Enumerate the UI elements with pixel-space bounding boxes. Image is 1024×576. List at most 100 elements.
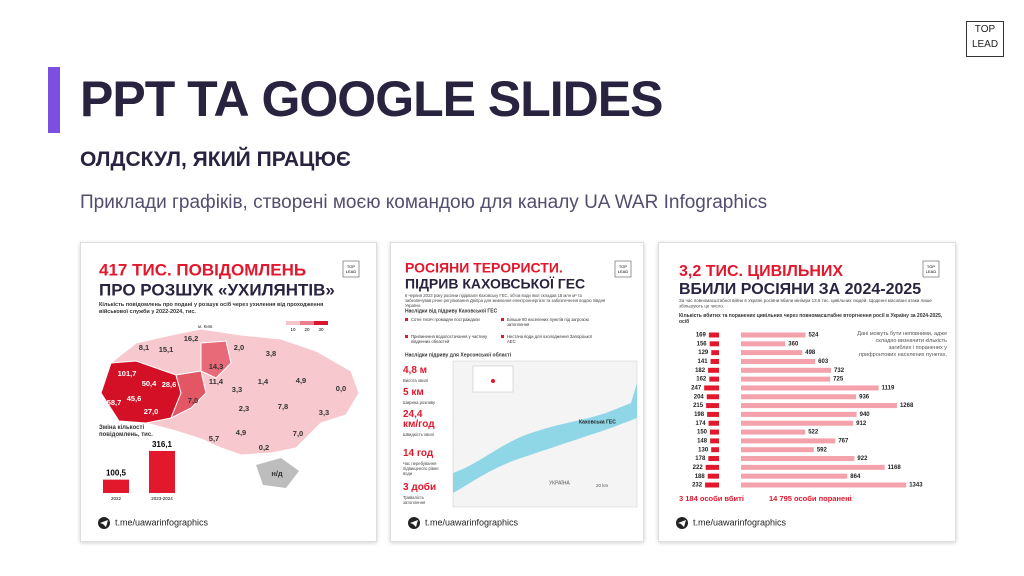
map-value: 4,9 (236, 428, 246, 437)
killed-bar (704, 385, 719, 391)
paragraph: Висота хвилі (403, 378, 428, 383)
map-value: 7,0 (293, 429, 303, 438)
killed-label: 141 (698, 359, 709, 365)
map-value: 7,0 (188, 396, 198, 405)
killed-label: 232 (692, 483, 703, 489)
wounded-label: 1119 (882, 386, 895, 392)
mini-logo-text: LEAD (346, 269, 357, 274)
killed-label: 129 (698, 350, 709, 356)
legend-swatch (286, 321, 300, 325)
bullet (405, 318, 408, 321)
card-title: ПРО РОЗШУК «УХИЛЯНТІВ» (99, 280, 335, 299)
accent-bar (48, 67, 60, 133)
wounded-bar (741, 358, 816, 364)
map-value: 8,1 (139, 343, 149, 352)
map-value: 7,8 (278, 402, 288, 411)
paragraph: Більше 80 населених пунктів під загрозою… (507, 317, 589, 327)
paragraph: Швидкість хвилі (403, 432, 434, 437)
map-value: 4,9 (296, 376, 306, 385)
paragraph: Кількість повідомлень про подані у розшу… (99, 301, 323, 315)
logo-line: LEAD (971, 39, 999, 50)
bar (103, 479, 129, 493)
map-value: 15,1 (159, 345, 174, 354)
footer-link: t.me/uawarinfographics (693, 517, 787, 527)
slide-description: Приклади графіків, створені моєю командо… (80, 192, 768, 213)
wounded-label: 725 (833, 377, 844, 383)
footer-link: t.me/uawarinfographics (115, 517, 209, 527)
killed-bar (710, 429, 719, 435)
logo: TOP LEAD (966, 21, 1004, 57)
legend-label: 10 (290, 327, 296, 332)
wounded-label: 732 (834, 368, 845, 374)
wounded-label: 498 (805, 350, 816, 356)
killed-label: 198 (694, 412, 705, 418)
legend-label: 30 (318, 327, 324, 332)
wounded-label: 592 (817, 447, 828, 453)
bullet (501, 318, 504, 321)
paragraph: 24,4 км/год (403, 409, 435, 430)
killed-label: 204 (694, 394, 705, 400)
wounded-label: 603 (818, 359, 829, 365)
paragraph: 3 доби (403, 481, 436, 493)
paragraph: Нестача води для охолодження Запорізької… (507, 334, 593, 344)
map-value: 2,3 (239, 404, 249, 413)
wounded-bar (741, 456, 855, 462)
bullet (501, 335, 504, 338)
killed-bar (708, 420, 719, 426)
wounded-bar (741, 438, 836, 444)
footer-link: t.me/uawarinfographics (425, 517, 519, 527)
wounded-bar (741, 429, 806, 435)
map-value: 3,3 (319, 408, 329, 417)
wounded-bar (741, 385, 879, 391)
paragraph: Зміна кількості повідомлень, тис. (99, 425, 153, 438)
card-title: 417 ТИС. ПОВІДОМЛЕНЬ (99, 260, 306, 279)
slide-title: PPT ТА GOOGLE SLIDES (80, 71, 663, 127)
wounded-bar (741, 341, 786, 347)
wounded-bar (741, 447, 814, 453)
map-label: Каховська ГЕС (579, 419, 616, 425)
map-value: 2,0 (234, 343, 244, 352)
killed-bar (705, 482, 719, 488)
killed-label: 188 (695, 474, 706, 480)
bullet (405, 335, 408, 338)
paragraph: Припинення водопостачання у частину півде… (411, 334, 488, 344)
wounded-bar (741, 403, 897, 409)
map-value: 28,6 (162, 380, 177, 389)
slide-subtitle: ОЛДСКУЛ, ЯКИЙ ПРАЦЮЄ (80, 148, 351, 171)
bar (149, 450, 175, 493)
killed-bar (706, 403, 719, 409)
killed-bar (710, 358, 719, 364)
killed-bar (708, 332, 719, 338)
bar-category: 2022 (111, 496, 122, 501)
card: TOP LEAD 417 ТИС. ПОВІДОМЛЕНЬ ПРО РОЗШУК «У… (80, 242, 377, 542)
map-value: 14,3 (209, 362, 224, 371)
legend-swatch (314, 321, 328, 325)
killed-label: 156 (697, 341, 708, 347)
map-value: 5,7 (209, 434, 219, 443)
killed-bar (708, 456, 719, 462)
card: TOP LEAD РОСІЯНИ ТЕРОРИСТИ. ПІДРИВ КАХОВСЬК… (390, 242, 644, 542)
mini-logo (342, 260, 360, 278)
map-value: 11,4 (209, 377, 224, 386)
wounded-label: 940 (860, 412, 871, 418)
wounded-bar (741, 411, 857, 417)
wounded-label: 936 (859, 394, 870, 400)
killed-bar (707, 411, 719, 417)
wounded-label: 767 (838, 438, 849, 444)
paragraph: Дані можуть бути неповними, адже складно … (857, 331, 947, 358)
section-title: Наслідки від підриву Каховської ГЕС (405, 308, 498, 314)
telegram-plane (100, 520, 108, 527)
paragraph: 14 год (403, 448, 434, 459)
paragraph: Кількість вбитих та поранених цивільних … (679, 312, 943, 325)
killed-label: 215 (693, 403, 704, 409)
killed-label: 182 (695, 368, 706, 374)
wounded-total: 14 795 особи поранені (769, 494, 852, 503)
paragraph: Сотні тисяч громадян постраждали (411, 317, 480, 322)
mini-logo-text: TOP (347, 264, 355, 269)
killed-bar (709, 376, 719, 382)
wounded-bar (741, 420, 854, 426)
mini-logo-text: TOP (927, 264, 935, 269)
map-value: 3,8 (266, 349, 276, 358)
